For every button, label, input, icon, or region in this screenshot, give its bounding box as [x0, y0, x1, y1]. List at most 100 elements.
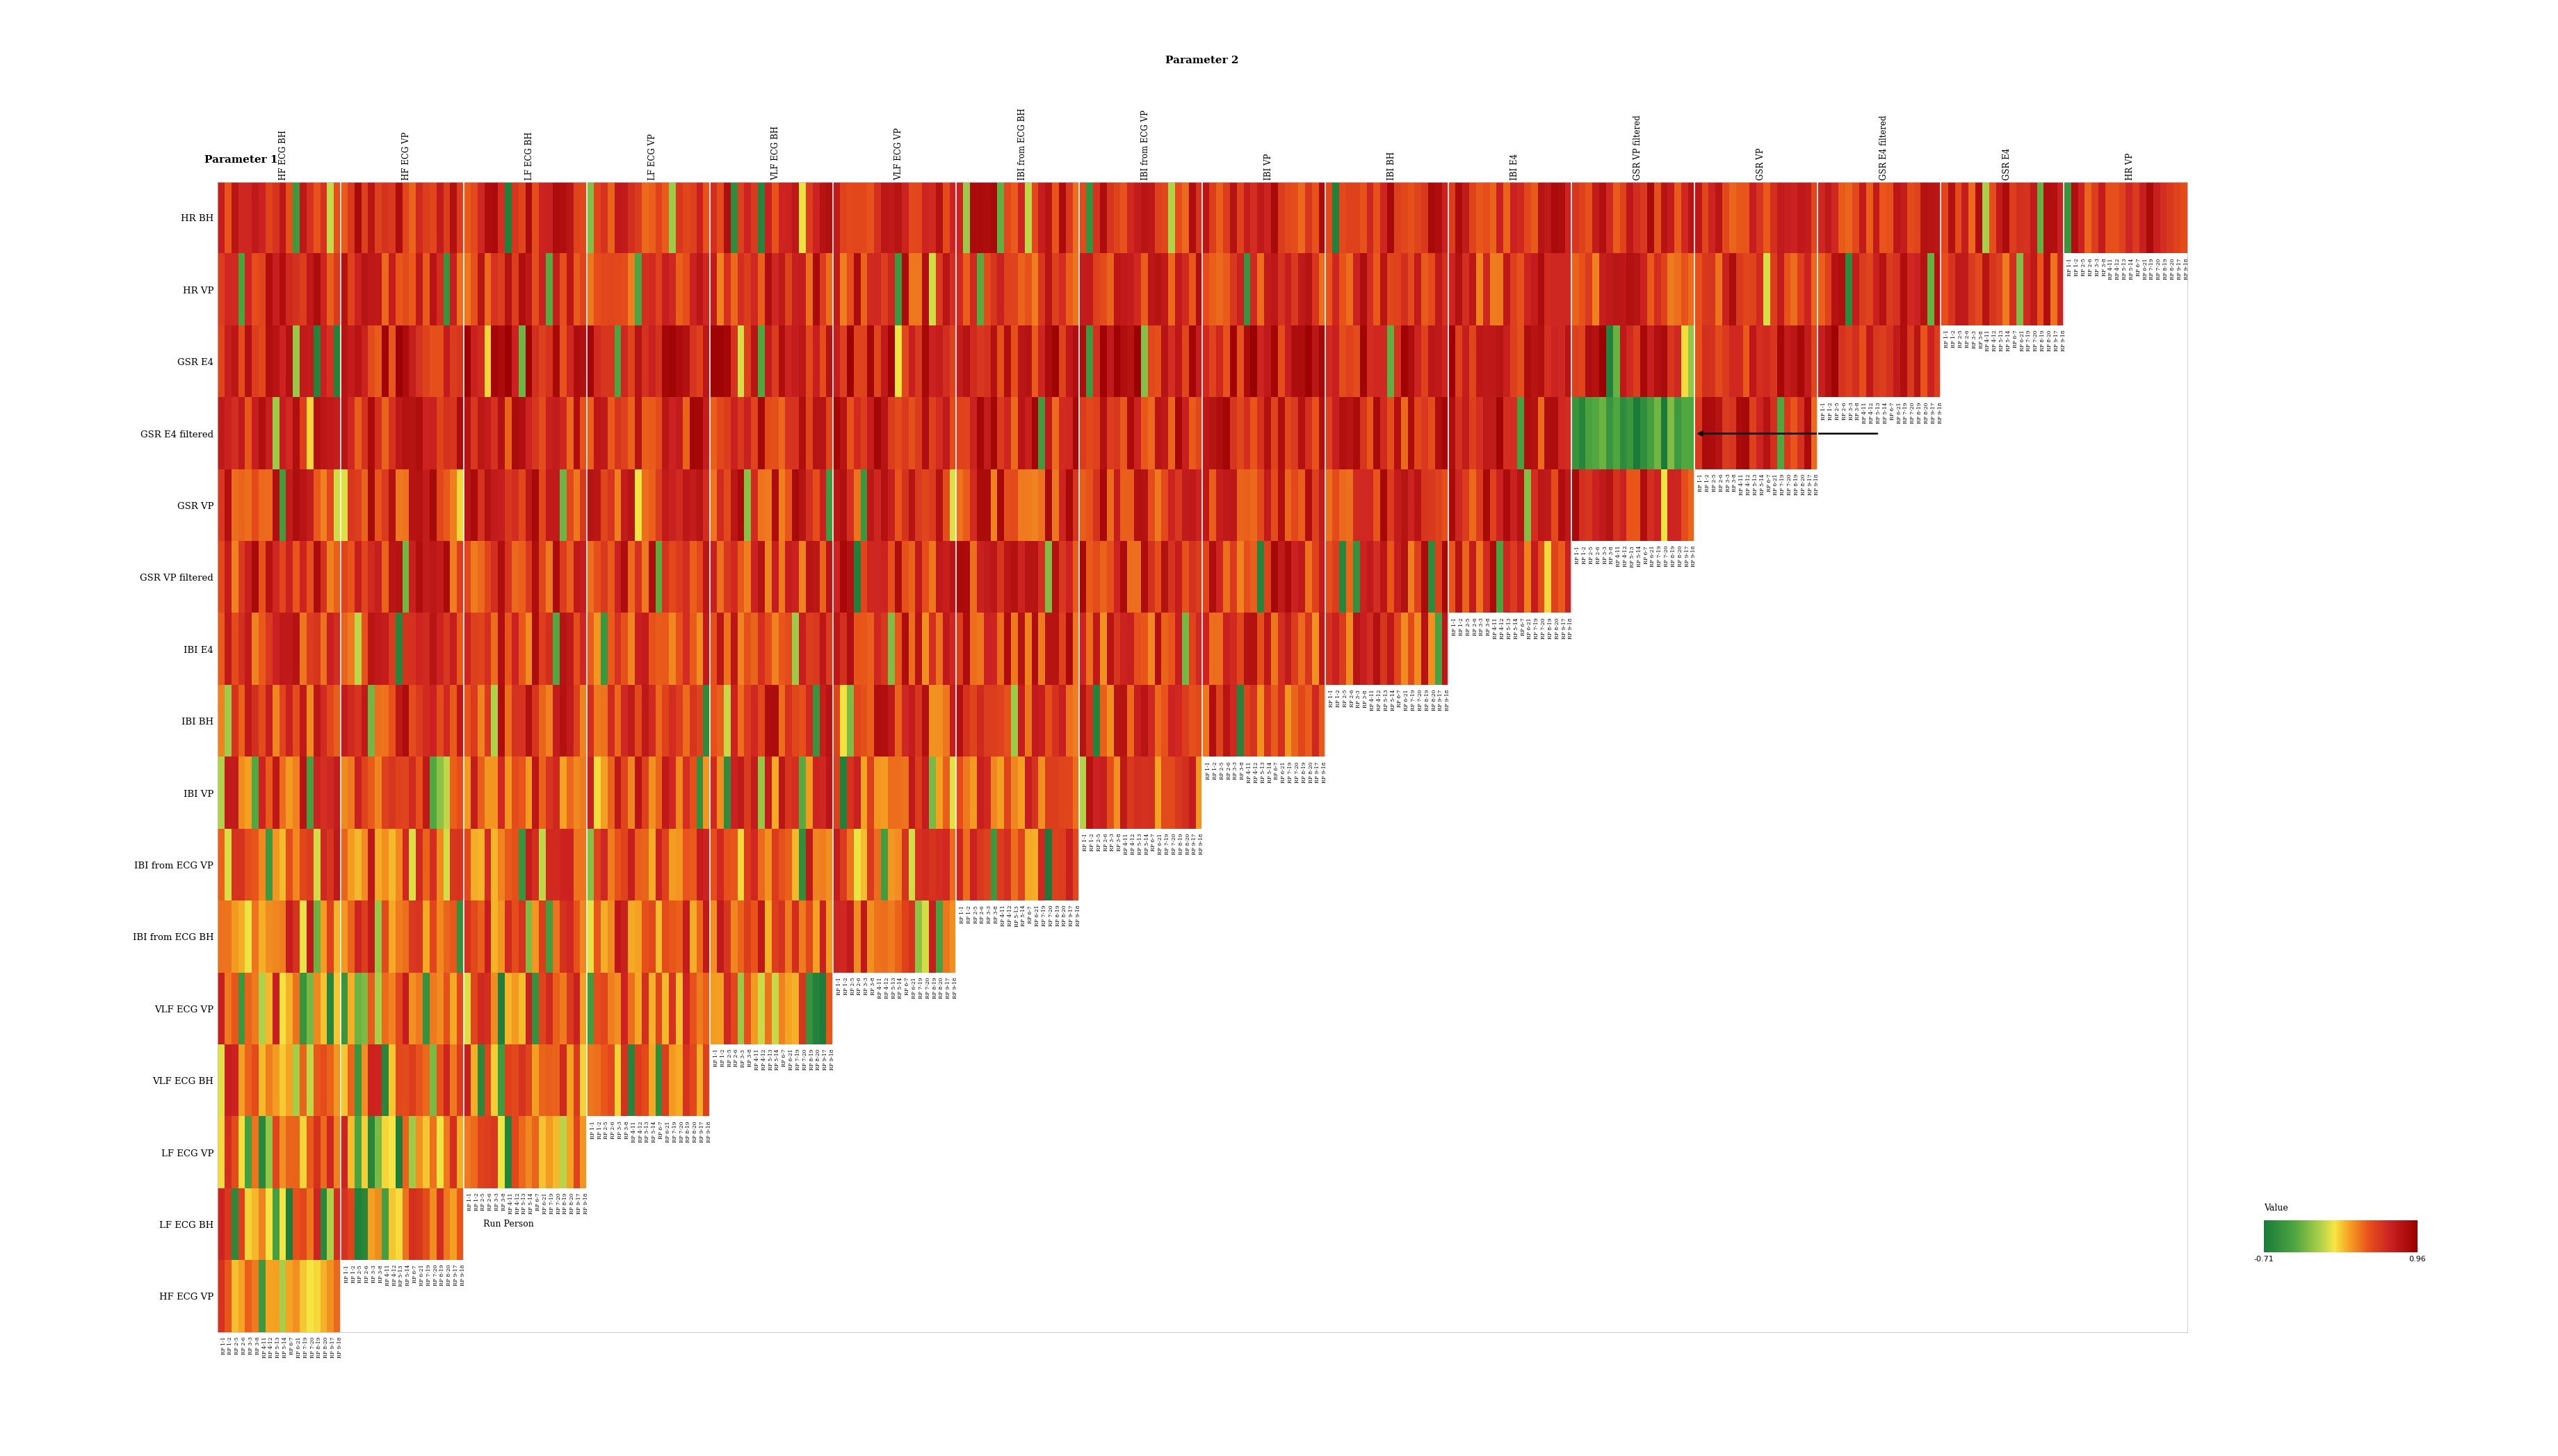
- Text: RP 4-12: RP 4-12: [885, 977, 890, 999]
- Text: RP 8-19: RP 8-19: [1425, 690, 1430, 711]
- Text: RP 9-17: RP 9-17: [1560, 617, 1568, 639]
- Text: RP 3-3: RP 3-3: [1356, 690, 1361, 708]
- Text: RP 8-20: RP 8-20: [816, 1048, 821, 1070]
- Text: RP 6-7: RP 6-7: [1151, 833, 1156, 852]
- Text: RP 5-13: RP 5-13: [1261, 761, 1266, 783]
- Text: RP 4-12: RP 4-12: [637, 1121, 645, 1142]
- Text: RP 7-20: RP 7-20: [1911, 402, 1916, 424]
- Text: RP 5-13: RP 5-13: [1138, 833, 1143, 855]
- Text: RP 1-1: RP 1-1: [836, 977, 842, 994]
- Text: RP 7-19: RP 7-19: [1535, 617, 1540, 639]
- Text: RP 7-19: RP 7-19: [796, 1048, 801, 1070]
- Text: RP 1-1: RP 1-1: [1944, 331, 1949, 348]
- Text: RP 4-11: RP 4-11: [1617, 546, 1622, 566]
- Text: RP 3-3: RP 3-3: [1233, 761, 1238, 779]
- Text: RP 4-12: RP 4-12: [1747, 475, 1752, 495]
- Text: RP 6-21: RP 6-21: [297, 1337, 302, 1358]
- Text: RP 4-11: RP 4-11: [1985, 331, 1990, 351]
- Text: RP 3-8: RP 3-8: [501, 1192, 506, 1211]
- Text: RP 5-13: RP 5-13: [399, 1265, 404, 1286]
- Text: RP 9-17: RP 9-17: [1069, 906, 1074, 926]
- Text: RP 1-2: RP 1-2: [596, 1121, 604, 1139]
- Text: RP 2-6: RP 2-6: [734, 1048, 739, 1067]
- Text: RP 3-8: RP 3-8: [1486, 617, 1491, 636]
- Text: RP 7-19: RP 7-19: [2026, 331, 2031, 351]
- Text: RP 8-20: RP 8-20: [1062, 906, 1067, 926]
- Text: RP 5-14: RP 5-14: [530, 1192, 535, 1214]
- Text: RP 7-19: RP 7-19: [1658, 546, 1663, 566]
- Text: RP 7-20: RP 7-20: [1172, 833, 1177, 855]
- Text: RP 8-20: RP 8-20: [1924, 402, 1929, 424]
- Text: RP 9-18: RP 9-18: [1322, 761, 1328, 783]
- Text: RP 9-17: RP 9-17: [1438, 690, 1443, 711]
- Text: RP 9-18: RP 9-18: [1077, 906, 1082, 926]
- Text: RP 5-14: RP 5-14: [652, 1121, 657, 1142]
- Text: RP 5-14: RP 5-14: [2128, 258, 2133, 280]
- Text: RP 2-6: RP 2-6: [1842, 402, 1847, 419]
- Text: RP 1-1: RP 1-1: [1328, 690, 1335, 708]
- Text: RP 4-12: RP 4-12: [1993, 331, 1998, 351]
- Text: RP 9-17: RP 9-17: [1683, 546, 1691, 566]
- Text: RP 4-11: RP 4-11: [1494, 617, 1499, 639]
- Text: RP 7-20: RP 7-20: [1788, 475, 1793, 495]
- Text: RP 7-20: RP 7-20: [1049, 906, 1054, 926]
- Text: RP 8-19: RP 8-19: [1302, 761, 1307, 783]
- Text: RP 5-14: RP 5-14: [2005, 331, 2011, 351]
- Text: RP 2-6: RP 2-6: [1348, 690, 1356, 708]
- Text: RP 6-7: RP 6-7: [657, 1121, 665, 1139]
- Text: RP 8-19: RP 8-19: [1916, 402, 1924, 424]
- Text: RP 5-14: RP 5-14: [1021, 906, 1026, 926]
- Text: RP 1-1: RP 1-1: [714, 1048, 719, 1067]
- Text: RP 7-20: RP 7-20: [310, 1337, 315, 1358]
- Text: RP 2-5: RP 2-5: [1711, 475, 1716, 492]
- Text: RP 8-19: RP 8-19: [1056, 906, 1062, 926]
- Text: RP 3-8: RP 3-8: [870, 977, 877, 994]
- Text: RP 7-20: RP 7-20: [678, 1121, 686, 1142]
- Text: RP 3-8: RP 3-8: [993, 906, 1000, 923]
- Text: RP 3-3: RP 3-3: [371, 1265, 376, 1283]
- Text: RP 6-7: RP 6-7: [1890, 402, 1895, 419]
- Text: RP 6-7: RP 6-7: [2013, 331, 2018, 348]
- Text: RP 1-1: RP 1-1: [959, 906, 964, 923]
- Text: RP 4-11: RP 4-11: [1000, 906, 1005, 926]
- Text: RP 3-8: RP 3-8: [1855, 402, 1862, 419]
- Text: RP 2-5: RP 2-5: [358, 1265, 363, 1283]
- Text: RP 8-19: RP 8-19: [1548, 617, 1553, 639]
- Text: RP 4-11: RP 4-11: [386, 1265, 391, 1286]
- Text: RP 5-13: RP 5-13: [1013, 906, 1021, 926]
- Text: RP 1-1: RP 1-1: [1205, 761, 1212, 779]
- Text: RP 9-18: RP 9-18: [1568, 617, 1573, 639]
- Text: RP 6-21: RP 6-21: [1282, 761, 1287, 783]
- Text: RP 7-20: RP 7-20: [2156, 258, 2162, 280]
- Text: RP 3-8: RP 3-8: [624, 1121, 629, 1139]
- Text: RP 3-8: RP 3-8: [1609, 546, 1614, 563]
- Text: RP 8-20: RP 8-20: [322, 1337, 330, 1358]
- Text: RP 1-2: RP 1-2: [1335, 690, 1340, 708]
- Text: RP 9-18: RP 9-18: [583, 1192, 588, 1214]
- Text: RP 8-20: RP 8-20: [1555, 617, 1560, 639]
- Text: RP 4-12: RP 4-12: [1499, 617, 1504, 639]
- Text: RP 3-3: RP 3-3: [865, 977, 870, 994]
- Text: RP 4-11: RP 4-11: [509, 1192, 514, 1214]
- Text: Run Person: Run Person: [483, 1220, 535, 1229]
- Text: RP 6-7: RP 6-7: [783, 1048, 788, 1067]
- Text: RP 4-11: RP 4-11: [632, 1121, 637, 1142]
- Text: RP 8-20: RP 8-20: [939, 977, 944, 999]
- Text: RP 8-19: RP 8-19: [563, 1192, 568, 1214]
- Text: RP 6-7: RP 6-7: [1519, 617, 1525, 635]
- Text: RP 5-13: RP 5-13: [767, 1048, 773, 1070]
- Text: RP 6-21: RP 6-21: [1650, 546, 1655, 566]
- Text: RP 6-21: RP 6-21: [1033, 906, 1041, 926]
- Text: RP 1-2: RP 1-2: [350, 1265, 356, 1283]
- Text: RP 4-11: RP 4-11: [1739, 475, 1745, 495]
- Text: RP 7-20: RP 7-20: [1540, 617, 1548, 639]
- Text: RP 8-19: RP 8-19: [808, 1048, 813, 1070]
- Text: RP 7-19: RP 7-19: [1287, 761, 1294, 783]
- Text: RP 1-2: RP 1-2: [228, 1337, 233, 1354]
- Text: RP 6-21: RP 6-21: [1159, 833, 1164, 855]
- Text: RP 8-20: RP 8-20: [570, 1192, 576, 1214]
- Text: RP 1-1: RP 1-1: [2067, 258, 2072, 277]
- Text: RP 9-18: RP 9-18: [1200, 833, 1205, 855]
- Text: RP 8-20: RP 8-20: [1307, 761, 1315, 783]
- Text: RP 2-5: RP 2-5: [604, 1121, 609, 1139]
